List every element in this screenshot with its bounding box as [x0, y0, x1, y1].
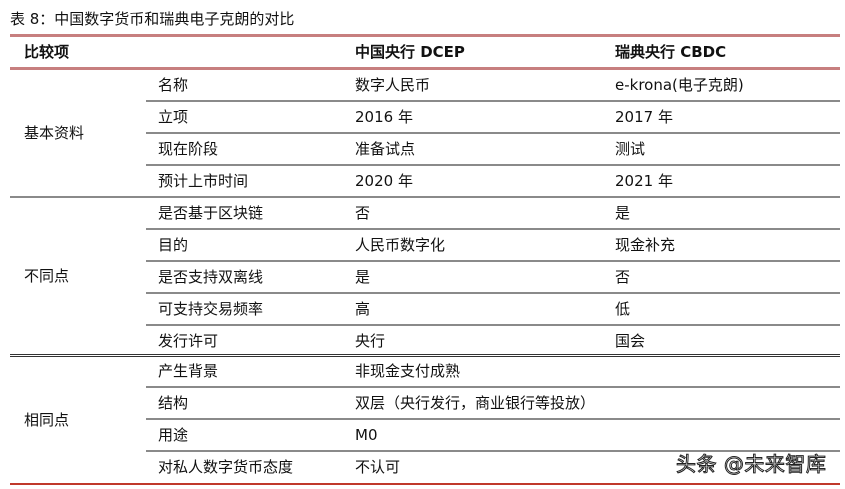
row-value-china: 否: [355, 204, 371, 222]
row-value-china: 不认可: [355, 458, 401, 476]
row-item: 是否支持双离线: [158, 268, 264, 286]
row-divider: [146, 450, 840, 452]
row-item: 名称: [158, 76, 189, 94]
row-divider: [146, 418, 840, 420]
row-item: 用途: [158, 426, 189, 444]
row-value-sweden: 现金补充: [615, 236, 676, 254]
row-item: 目的: [158, 236, 189, 254]
header-compare-item: 比较项: [24, 43, 70, 61]
row-divider: [146, 260, 840, 262]
row-divider: [146, 386, 840, 388]
header-china-dcep: 中国央行 DCEP: [355, 43, 465, 61]
row-value-china: 双层（央行发行，商业银行等投放）: [355, 394, 596, 412]
row-item: 预计上市时间: [158, 172, 249, 190]
row-value-china: 人民币数字化: [355, 236, 446, 254]
row-item: 对私人数字货币态度: [158, 458, 294, 476]
group-label: 不同点: [24, 267, 70, 285]
table-caption: 表 8：中国数字货币和瑞典电子克朗的对比: [10, 10, 295, 28]
row-value-china: 非现金支付成熟: [355, 362, 461, 380]
row-value-sweden: 是: [615, 204, 631, 222]
row-divider: [146, 100, 840, 102]
divider: [10, 34, 840, 37]
group-divider: [10, 354, 840, 357]
row-value-sweden: 国会: [615, 332, 646, 350]
group-label: 基本资料: [24, 124, 85, 142]
row-value-china: 央行: [355, 332, 386, 350]
row-value-china: 数字人民币: [355, 76, 431, 94]
row-divider: [146, 292, 840, 294]
row-item: 是否基于区块链: [158, 204, 264, 222]
row-value-china: 2016 年: [355, 108, 413, 126]
row-value-china: 高: [355, 300, 371, 318]
group-divider: [10, 483, 840, 485]
row-value-china: 准备试点: [355, 140, 416, 158]
row-value-china: 是: [355, 268, 371, 286]
row-divider: [146, 164, 840, 166]
group-label: 相同点: [24, 410, 70, 429]
row-item: 发行许可: [158, 332, 219, 350]
header-sweden-cbdc: 瑞典央行 CBDC: [615, 43, 727, 61]
row-divider: [146, 132, 840, 134]
divider: [10, 67, 840, 70]
row-value-sweden: 2017 年: [615, 108, 673, 126]
row-item: 现在阶段: [158, 140, 219, 158]
row-divider: [146, 228, 840, 230]
row-item: 可支持交易频率: [158, 300, 264, 318]
row-value-sweden: e-krona(电子克朗): [615, 76, 744, 94]
row-item: 立项: [158, 108, 189, 126]
row-value-sweden: 2021 年: [615, 172, 673, 190]
row-value-china: M0: [355, 426, 378, 444]
watermark: 头条 @未来智库: [675, 452, 827, 477]
row-item: 结构: [158, 394, 189, 412]
row-value-sweden: 低: [615, 300, 631, 318]
row-item: 产生背景: [158, 362, 219, 380]
row-value-sweden: 测试: [615, 140, 646, 158]
row-divider: [146, 324, 840, 326]
row-value-sweden: 否: [615, 268, 631, 286]
row-value-china: 2020 年: [355, 172, 413, 190]
group-divider: [10, 196, 840, 198]
